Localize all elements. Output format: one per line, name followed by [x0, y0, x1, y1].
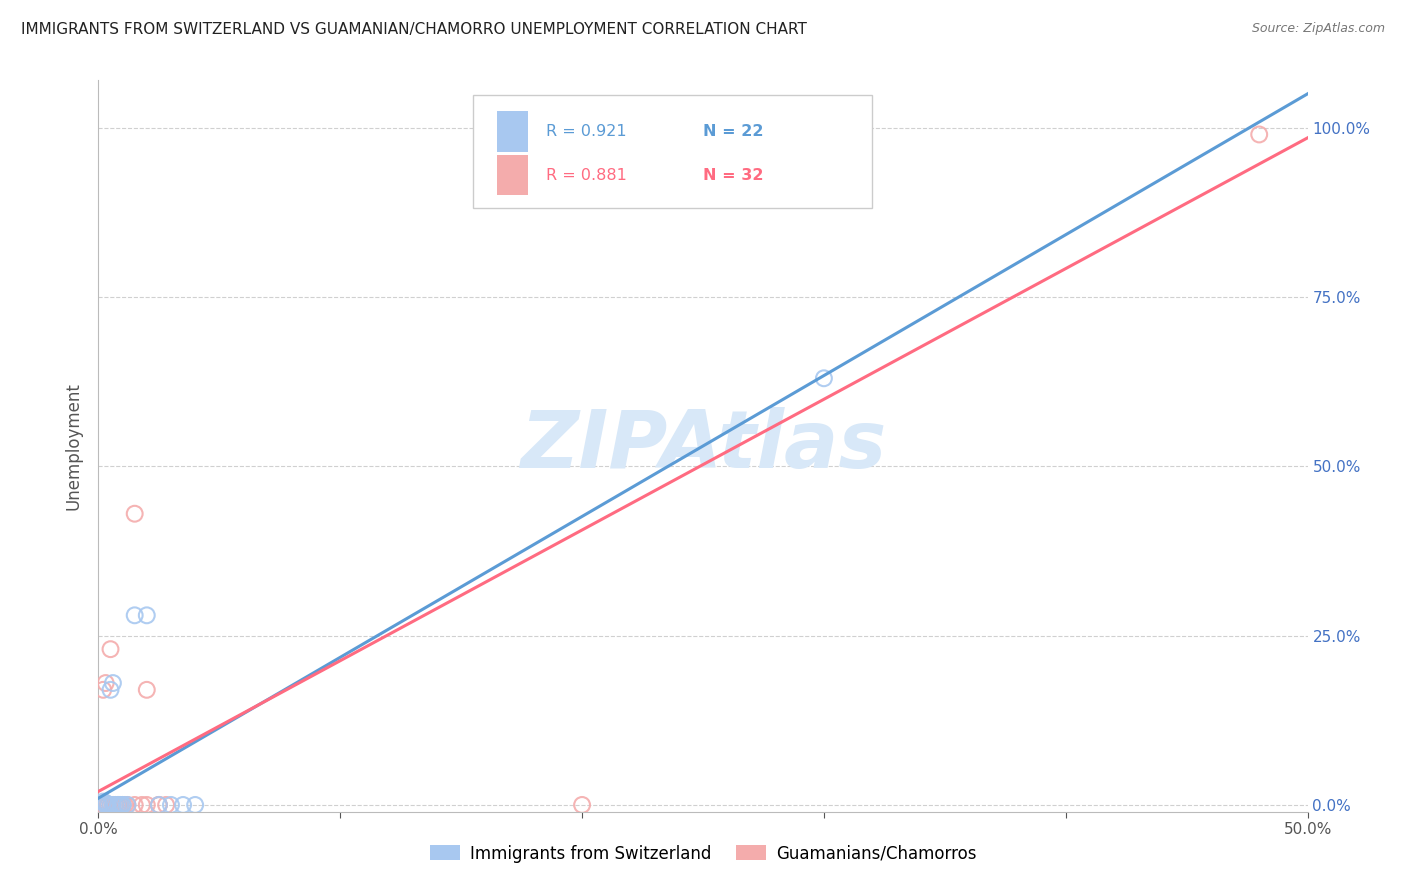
Point: [148, 797, 170, 812]
Text: ZIPAtlas: ZIPAtlas: [520, 407, 886, 485]
Point: [148, 797, 170, 812]
Text: R = 0.921: R = 0.921: [546, 124, 627, 139]
Point: [101, 797, 124, 812]
Point: [90, 797, 112, 812]
Point: [124, 507, 146, 521]
Point: [90, 797, 112, 812]
Point: [135, 608, 157, 623]
Point: [100, 797, 122, 812]
Legend: Immigrants from Switzerland, Guamanians/Chamorros: Immigrants from Switzerland, Guamanians/…: [423, 838, 983, 869]
Point: [97, 797, 120, 812]
Point: [155, 797, 177, 812]
Bar: [498, 155, 527, 195]
Point: [104, 797, 127, 812]
Point: [100, 642, 122, 657]
Point: [111, 797, 134, 812]
Point: [91, 795, 114, 809]
Point: [117, 797, 139, 812]
Point: [101, 676, 124, 690]
Point: [107, 797, 129, 812]
Point: [97, 797, 120, 812]
Point: [101, 797, 124, 812]
Point: [571, 797, 593, 812]
Point: [87, 797, 110, 812]
Point: [114, 797, 136, 812]
Point: [108, 797, 131, 812]
Point: [160, 797, 183, 812]
Point: [100, 797, 122, 812]
Point: [184, 797, 207, 812]
Point: [107, 797, 129, 812]
Text: N = 32: N = 32: [703, 168, 763, 183]
Point: [135, 797, 157, 812]
Point: [91, 797, 114, 812]
Point: [108, 797, 131, 812]
Point: [87, 797, 110, 812]
Text: N = 22: N = 22: [703, 124, 763, 139]
Y-axis label: Unemployment: Unemployment: [65, 382, 83, 510]
Point: [111, 797, 134, 812]
FancyBboxPatch shape: [474, 95, 872, 209]
Point: [1249, 128, 1271, 142]
Point: [87, 797, 110, 812]
Point: [100, 682, 122, 697]
Text: R = 0.881: R = 0.881: [546, 168, 627, 183]
Point: [148, 797, 170, 812]
Point: [124, 608, 146, 623]
Point: [813, 371, 835, 385]
Point: [111, 797, 134, 812]
Text: IMMIGRANTS FROM SWITZERLAND VS GUAMANIAN/CHAMORRO UNEMPLOYMENT CORRELATION CHART: IMMIGRANTS FROM SWITZERLAND VS GUAMANIAN…: [21, 22, 807, 37]
Point: [124, 797, 146, 812]
Point: [111, 797, 134, 812]
Point: [104, 797, 127, 812]
Point: [131, 797, 153, 812]
Point: [117, 797, 139, 812]
Point: [107, 797, 129, 812]
Point: [94, 797, 117, 812]
Text: Source: ZipAtlas.com: Source: ZipAtlas.com: [1251, 22, 1385, 36]
Point: [97, 797, 120, 812]
Point: [172, 797, 194, 812]
Point: [135, 682, 157, 697]
Point: [91, 682, 114, 697]
Point: [94, 796, 117, 810]
Point: [94, 797, 117, 812]
Point: [104, 797, 127, 812]
Point: [94, 676, 117, 690]
Bar: [498, 112, 527, 152]
